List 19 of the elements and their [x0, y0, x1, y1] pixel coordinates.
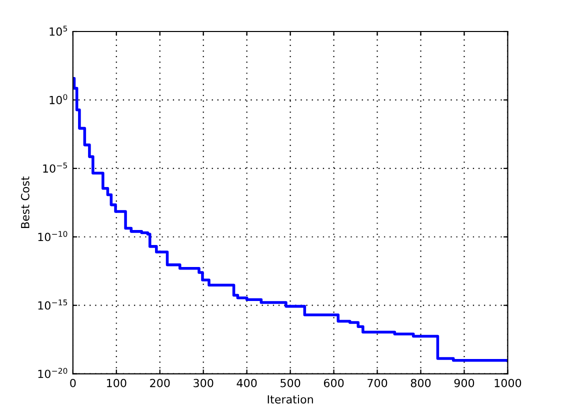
- x-tick-label: 800: [410, 378, 431, 388]
- x-tick-label: 700: [368, 378, 388, 388]
- x-tick-label: 600: [324, 378, 344, 388]
- x-tick-label: 1000: [494, 378, 522, 388]
- y-tick-label: 10$^{0}$: [50, 94, 68, 104]
- x-tick-label: 500: [280, 378, 300, 388]
- y-tick-label: 10$^{5}$: [50, 26, 68, 36]
- y-tick-label: 10$^{−15}$: [38, 300, 68, 310]
- x-tick-label: 0: [70, 378, 76, 388]
- x-tick-label: 400: [236, 378, 257, 388]
- x-tick-label: 900: [454, 378, 474, 388]
- y-tick-label: 10$^{−5}$: [43, 162, 67, 173]
- x-tick-label: 200: [150, 378, 170, 388]
- x-tick-label: 300: [194, 378, 214, 388]
- x-axis-title: Iteration: [268, 394, 313, 404]
- y-tick-label: 10$^{−10}$: [38, 230, 68, 242]
- x-tick-label: 100: [107, 378, 126, 388]
- y-axis-title: Best Cost: [20, 176, 30, 228]
- y-tick-label: 10$^{−20}$: [38, 368, 68, 378]
